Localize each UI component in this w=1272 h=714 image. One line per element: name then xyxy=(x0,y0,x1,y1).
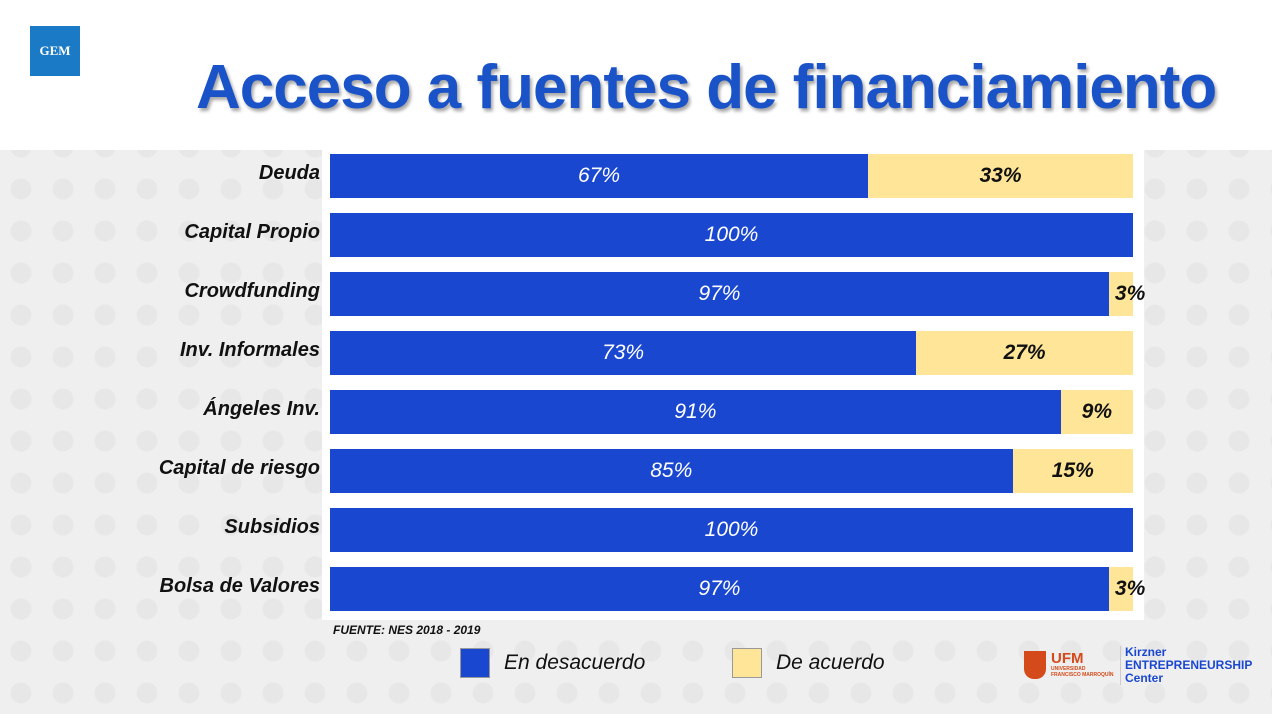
bar-disagree: 100% xyxy=(330,508,1133,552)
legend-label: En desacuerdo xyxy=(504,651,646,674)
data-label: 15% xyxy=(1051,459,1094,482)
ufm-logo-text: UFM xyxy=(1051,650,1084,667)
ufm-university-name: UNIVERSIDAD FRANCISCO MARROQUÍN xyxy=(1051,666,1114,678)
page-title: Acceso a fuentes de financiamiento xyxy=(196,53,1217,122)
bar-agree: 3% xyxy=(1108,272,1145,316)
ufm-shield-icon xyxy=(1024,651,1046,679)
legend-swatch xyxy=(460,648,490,678)
bar-disagree: 97% xyxy=(330,567,1109,611)
ufm-text-block: UFM UNIVERSIDAD FRANCISCO MARROQUÍN xyxy=(1051,650,1115,678)
data-label: 85% xyxy=(650,459,693,482)
category-label: Ángeles Inv. xyxy=(203,398,320,420)
data-label: 3% xyxy=(1114,577,1146,600)
bar-disagree: 73% xyxy=(330,331,917,375)
bar-agree: 27% xyxy=(916,331,1133,375)
ufm-kirzner-logo: UFM UNIVERSIDAD FRANCISCO MARROQUÍN Kirz… xyxy=(1024,644,1252,686)
category-label: Bolsa de Valores xyxy=(159,575,320,597)
bar-disagree: 100% xyxy=(330,213,1133,257)
bar-disagree: 85% xyxy=(330,449,1013,493)
data-label: 100% xyxy=(704,518,759,541)
bar-agree: 33% xyxy=(868,154,1133,198)
category-label: Inv. Informales xyxy=(179,339,320,361)
legend-swatch xyxy=(732,648,762,678)
data-label: 27% xyxy=(1003,341,1046,364)
legend-label: De acuerdo xyxy=(776,651,885,674)
category-label: Capital de riesgo xyxy=(158,457,320,479)
data-label: 91% xyxy=(674,400,717,423)
data-label: 73% xyxy=(602,341,645,364)
data-label: 33% xyxy=(979,164,1022,187)
bar-agree: 9% xyxy=(1060,390,1133,434)
data-label: 9% xyxy=(1081,400,1113,423)
kirzner-logo-text: Kirzner ENTREPRENEURSHIP Center xyxy=(1120,645,1252,685)
bar-agree: 3% xyxy=(1108,567,1145,611)
bar-agree: 15% xyxy=(1012,449,1133,493)
category-label: Capital Propio xyxy=(184,221,320,243)
category-label: Deuda xyxy=(258,162,320,184)
data-label: 3% xyxy=(1114,282,1146,305)
gem-logo: GEM xyxy=(30,26,80,76)
data-label: 97% xyxy=(698,282,741,305)
header-area xyxy=(0,0,1272,150)
category-label: Subsidios xyxy=(224,516,320,538)
data-label: 100% xyxy=(704,223,759,246)
legend-item-agree: De acuerdo xyxy=(732,648,885,678)
category-label: Crowdfunding xyxy=(184,280,320,302)
source-note: FUENTE: NES 2018 - 2019 xyxy=(333,623,481,637)
data-label: 97% xyxy=(698,577,741,600)
bar-disagree: 67% xyxy=(330,154,868,198)
bar-disagree: 97% xyxy=(330,272,1109,316)
data-label: 67% xyxy=(577,164,621,187)
legend-item-disagree: En desacuerdo xyxy=(460,648,645,678)
bar-disagree: 91% xyxy=(330,390,1061,434)
